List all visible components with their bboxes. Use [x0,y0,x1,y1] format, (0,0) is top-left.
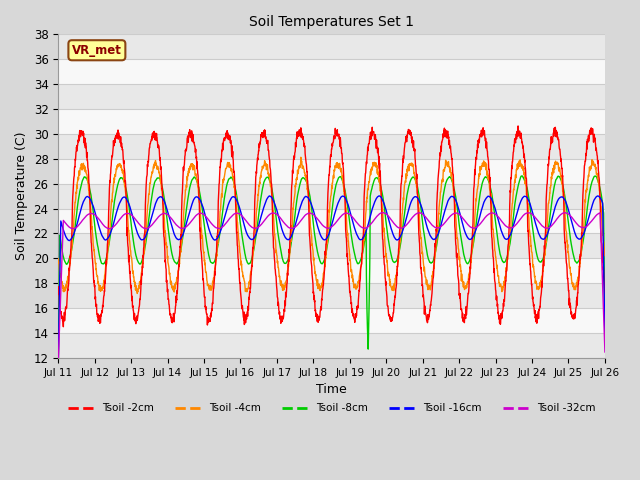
Bar [58,159,605,184]
Bar [58,258,605,283]
Bar [58,109,605,134]
Text: VR_met: VR_met [72,44,122,57]
Bar [58,333,605,358]
Bar [58,59,605,84]
Bar [58,233,605,258]
Bar [58,184,605,208]
Title: Soil Temperatures Set 1: Soil Temperatures Set 1 [249,15,414,29]
Bar [58,84,605,109]
X-axis label: Time: Time [316,383,347,396]
Bar [58,35,605,59]
Y-axis label: Soil Temperature (C): Soil Temperature (C) [15,132,28,260]
Bar [58,134,605,159]
Bar [58,208,605,233]
Legend: Tsoil -2cm, Tsoil -4cm, Tsoil -8cm, Tsoil -16cm, Tsoil -32cm: Tsoil -2cm, Tsoil -4cm, Tsoil -8cm, Tsoi… [63,399,600,418]
Bar [58,283,605,308]
Bar [58,308,605,333]
